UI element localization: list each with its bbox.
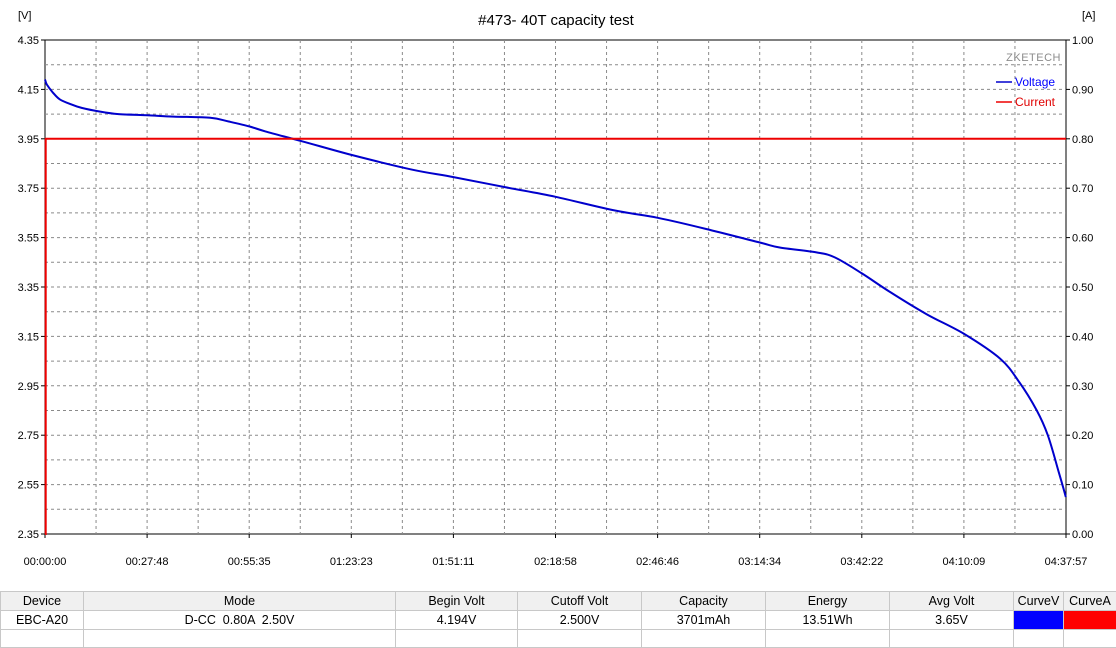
header-device: Device: [0, 591, 84, 611]
x-tick-label: 00:00:00: [24, 556, 67, 568]
x-tick-label: 00:55:35: [228, 556, 271, 568]
chart: #473- 40T capacity test [V] [A] 4.35 4.15…: [18, 10, 1096, 568]
header-begin-volt: Begin Volt: [395, 591, 518, 611]
x-tick-label: 03:14:34: [738, 556, 781, 568]
axis-ticks: 4.35 4.15 3.95 3.75 3.55 3.35 3.15 2.95 2.75 2.55…: [18, 35, 1094, 568]
y-left-tick-label: 3.95: [18, 134, 39, 146]
brand-label: ZKETECH: [1006, 52, 1061, 64]
cell-device: EBC-A20: [0, 610, 84, 630]
y-right-tick-label: 0.30: [1072, 381, 1093, 393]
y-right-tick-label: 0.90: [1072, 84, 1093, 96]
x-tick-label: 01:51:11: [432, 556, 474, 568]
info-header-row: Device Mode Begin Volt Cutoff Volt Capac…: [0, 591, 1116, 611]
header-curve-a: CurveA: [1063, 591, 1116, 611]
y-right-tick-label: 0.50: [1072, 282, 1093, 294]
legend-voltage-label: Voltage: [1015, 75, 1055, 89]
y-right-unit: [A]: [1082, 10, 1095, 22]
header-avg-volt: Avg Volt: [889, 591, 1014, 611]
y-left-tick-label: 3.35: [18, 282, 39, 294]
x-tick-label: 04:10:09: [942, 556, 985, 568]
x-tick-label: 00:27:48: [126, 556, 169, 568]
x-tick-label: 04:37:57: [1045, 556, 1088, 568]
legend: Voltage Current: [996, 75, 1056, 109]
y-left-tick-label: 4.15: [18, 84, 39, 96]
y-left-tick-label: 3.55: [18, 233, 39, 245]
x-tick-label: 02:18:58: [534, 556, 577, 568]
y-right-tick-label: 0.70: [1072, 183, 1093, 195]
cell-avg-volt: 3.65V: [889, 610, 1014, 630]
y-left-tick-label: 2.75: [18, 430, 39, 442]
y-right-tick-label: 0.40: [1072, 331, 1093, 343]
info-data-row[interactable]: EBC-A20 D-CC 0.80A 2.50V 4.194V 2.500V 3…: [0, 610, 1116, 630]
y-left-tick-label: 2.95: [18, 381, 39, 393]
series-line-voltage: [44, 79, 1067, 498]
cell-cutoff-volt: 2.500V: [517, 610, 642, 630]
y-right-tick-label: 0.00: [1072, 529, 1093, 541]
chart-title: #473- 40T capacity test: [478, 12, 634, 29]
cell-energy: 13.51Wh: [765, 610, 890, 630]
header-capacity: Capacity: [641, 591, 766, 611]
y-right-tick-label: 0.60: [1072, 233, 1093, 245]
curve-v-color-swatch[interactable]: [1013, 610, 1064, 630]
y-left-tick-label: 3.75: [18, 183, 39, 195]
header-energy: Energy: [765, 591, 890, 611]
header-mode: Mode: [83, 591, 396, 611]
y-left-tick-label: 3.15: [18, 331, 39, 343]
y-right-tick-label: 0.80: [1072, 134, 1093, 146]
cell-capacity: 3701mAh: [641, 610, 766, 630]
y-right-tick-label: 0.20: [1072, 430, 1093, 442]
x-tick-label: 01:23:23: [330, 556, 373, 568]
y-left-tick-label: 4.35: [18, 35, 39, 47]
x-tick-label: 02:46:46: [636, 556, 679, 568]
y-left-unit: [V]: [18, 10, 31, 22]
grid: [45, 40, 1066, 534]
header-curve-v: CurveV: [1013, 591, 1064, 611]
curve-a-color-swatch[interactable]: [1063, 610, 1116, 630]
header-cutoff-volt: Cutoff Volt: [517, 591, 642, 611]
series-line-current: [44, 137, 1066, 535]
legend-current-label: Current: [1015, 95, 1056, 109]
series-layer: [44, 79, 1067, 535]
cell-mode: D-CC 0.80A 2.50V: [83, 610, 396, 630]
info-empty-row: [0, 629, 1116, 648]
x-tick-label: 03:42:22: [840, 556, 883, 568]
info-table: Device Mode Begin Volt Cutoff Volt Capac…: [0, 591, 1116, 648]
y-right-tick-label: 1.00: [1072, 35, 1093, 47]
y-left-tick-label: 2.35: [18, 529, 39, 541]
y-right-tick-label: 0.10: [1072, 480, 1093, 492]
cell-begin-volt: 4.194V: [395, 610, 518, 630]
y-left-tick-label: 2.55: [18, 480, 39, 492]
